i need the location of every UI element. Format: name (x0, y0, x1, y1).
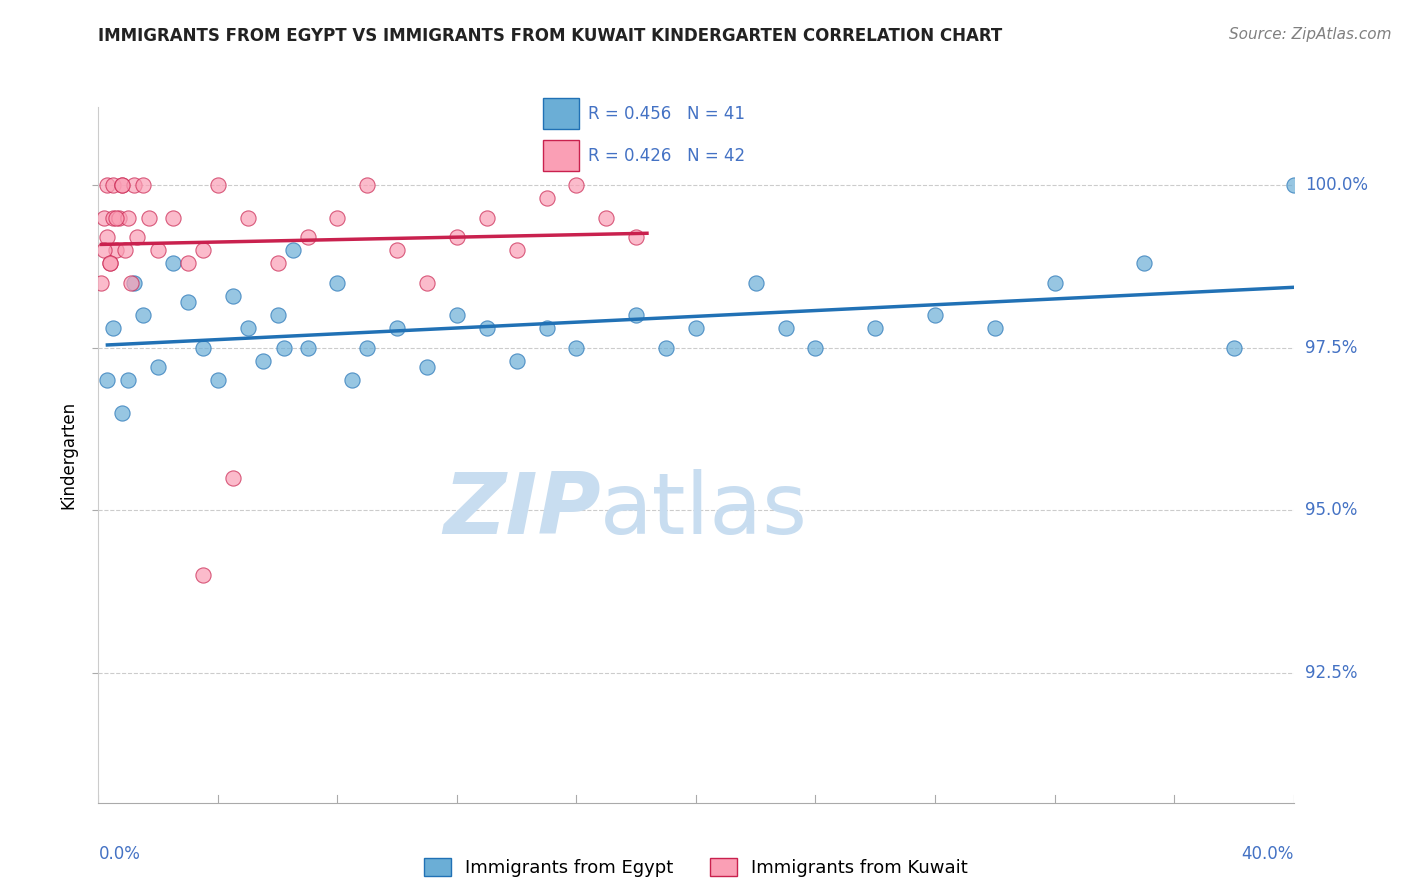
Text: 92.5%: 92.5% (1305, 664, 1358, 681)
Point (624, 230, 647, 244)
Point (93, 211, 115, 225)
Point (222, 288, 245, 302)
Point (775, 321, 797, 335)
Point (177, 256, 200, 270)
Point (191, 243, 214, 257)
Point (138, 211, 160, 225)
Point (98, 256, 122, 270)
Point (103, 321, 125, 335)
Point (273, 341, 295, 355)
Point (385, 321, 409, 335)
Point (804, 341, 827, 355)
Point (565, 341, 588, 355)
Point (863, 321, 886, 335)
Point (983, 321, 1005, 335)
Point (236, 321, 259, 335)
Point (685, 321, 707, 335)
Point (93, 243, 115, 257)
Point (124, 276, 146, 290)
Point (191, 568, 214, 582)
Point (565, 178, 588, 192)
Point (745, 276, 768, 290)
Point (132, 308, 155, 322)
Point (132, 178, 155, 192)
Point (124, 178, 146, 192)
Text: atlas: atlas (600, 469, 808, 552)
Point (96, 230, 118, 244)
Point (111, 178, 134, 192)
Point (326, 211, 349, 225)
Text: 40.0%: 40.0% (1241, 845, 1294, 863)
Point (148, 360, 170, 375)
Legend: Immigrants from Egypt, Immigrants from Kuwait: Immigrants from Egypt, Immigrants from K… (416, 850, 976, 884)
Point (297, 230, 319, 244)
Text: ZIP: ZIP (443, 469, 600, 552)
Point (207, 373, 229, 387)
Point (111, 178, 134, 192)
Point (120, 276, 142, 290)
Point (236, 211, 259, 225)
Point (356, 178, 378, 192)
Point (96, 178, 118, 192)
Point (446, 230, 468, 244)
Point (416, 276, 439, 290)
Y-axis label: Kindergarten: Kindergarten (59, 401, 77, 509)
Point (924, 308, 946, 322)
Text: 100.0%: 100.0% (1305, 176, 1368, 194)
Point (1133, 256, 1156, 270)
Point (624, 308, 647, 322)
Point (297, 341, 319, 355)
Point (475, 321, 498, 335)
Text: R = 0.456   N = 41: R = 0.456 N = 41 (588, 105, 745, 123)
Point (98, 256, 122, 270)
Point (103, 211, 125, 225)
Text: 97.5%: 97.5% (1305, 339, 1358, 357)
Point (342, 373, 364, 387)
Point (506, 243, 529, 257)
Point (1282, 178, 1305, 192)
Point (90, 276, 112, 290)
Point (207, 178, 229, 192)
Point (117, 211, 139, 225)
Point (1043, 276, 1066, 290)
Point (267, 256, 290, 270)
FancyBboxPatch shape (543, 140, 579, 171)
Point (475, 211, 498, 225)
Text: R = 0.426   N = 42: R = 0.426 N = 42 (588, 147, 745, 165)
Point (103, 178, 125, 192)
Point (222, 471, 245, 485)
Point (162, 211, 184, 225)
Point (96, 373, 118, 387)
Point (385, 243, 409, 257)
Text: 0.0%: 0.0% (98, 845, 141, 863)
Point (1222, 341, 1246, 355)
Point (655, 341, 678, 355)
Point (446, 308, 468, 322)
Text: IMMIGRANTS FROM EGYPT VS IMMIGRANTS FROM KUWAIT KINDERGARTEN CORRELATION CHART: IMMIGRANTS FROM EGYPT VS IMMIGRANTS FROM… (98, 27, 1002, 45)
Point (252, 353, 274, 368)
Point (416, 360, 439, 375)
Point (536, 191, 558, 205)
Point (536, 321, 558, 335)
Point (191, 341, 214, 355)
Point (326, 276, 349, 290)
Point (267, 308, 290, 322)
FancyBboxPatch shape (543, 98, 579, 129)
Point (506, 353, 529, 368)
Text: Source: ZipAtlas.com: Source: ZipAtlas.com (1229, 27, 1392, 42)
Point (177, 295, 200, 310)
Point (105, 211, 128, 225)
Point (281, 243, 304, 257)
Point (108, 211, 131, 225)
Point (114, 243, 136, 257)
Point (356, 341, 378, 355)
Text: 95.0%: 95.0% (1305, 501, 1358, 519)
Point (595, 211, 617, 225)
Point (117, 373, 139, 387)
Point (162, 256, 184, 270)
Point (105, 243, 128, 257)
Point (127, 230, 149, 244)
Point (111, 406, 134, 420)
Point (148, 243, 170, 257)
